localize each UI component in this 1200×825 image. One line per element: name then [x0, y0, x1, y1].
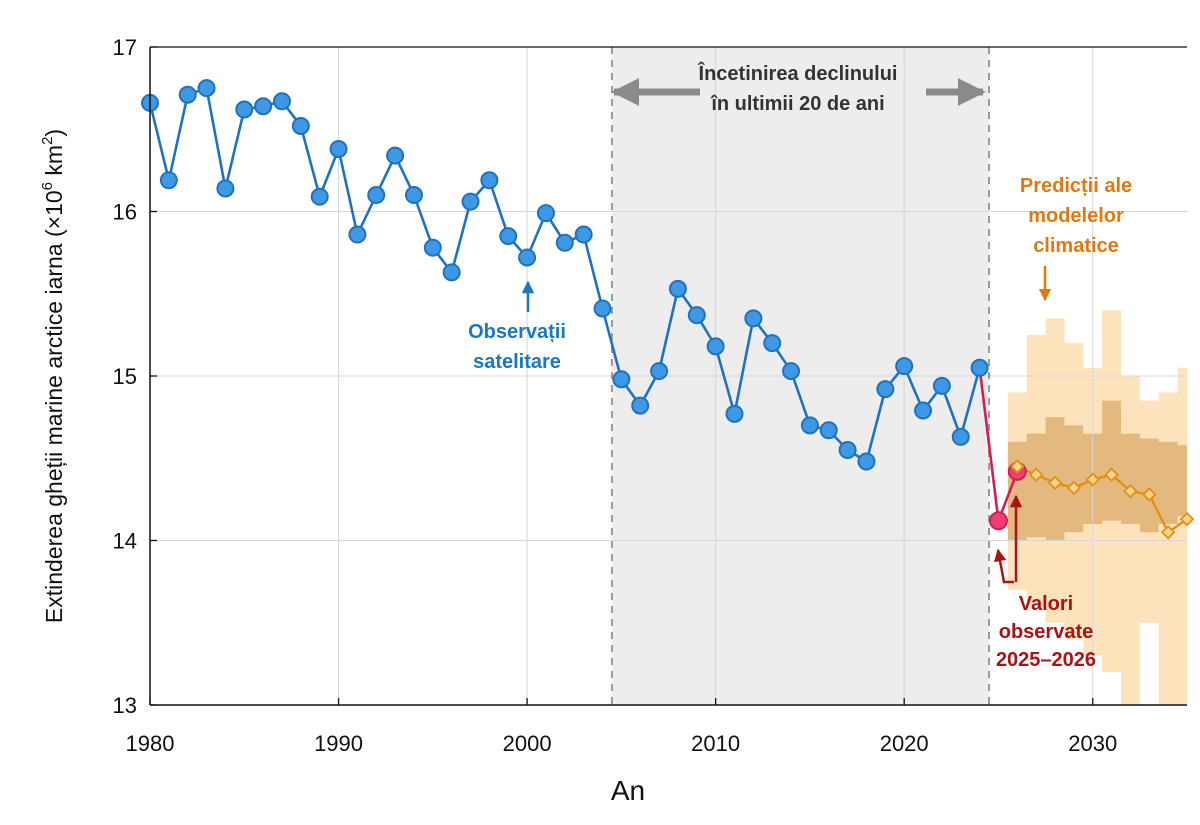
observed-point-1998 [480, 171, 499, 190]
annotation-layer [521, 78, 1052, 584]
y-axis-label-unit: km [41, 145, 67, 182]
observed-point-1995 [423, 238, 442, 257]
observed-point-1994 [404, 186, 423, 205]
observed-point-2003 [574, 225, 593, 244]
observed-point-1999 [499, 227, 518, 246]
observed-values-annotation-line3: 2025–2026 [996, 649, 1096, 671]
y-axis-label: Extinderea gheții marine arctice iarna (… [39, 129, 67, 623]
observed-point-1991 [348, 225, 367, 244]
x-tick-label-2000: 2000 [503, 731, 552, 756]
x-axis-label: An [611, 775, 645, 806]
observed-point-2012 [744, 309, 763, 328]
prediction-inner-band [1007, 400, 1187, 541]
observed-point-2015 [800, 416, 819, 435]
prediction-line [1016, 465, 1188, 534]
prediction-point-2026 [1010, 459, 1025, 474]
observed-point-1997 [461, 192, 480, 211]
prediction-point-2029 [1066, 480, 1082, 496]
observed-point-1982 [178, 85, 197, 104]
y-axis-label-close: ) [41, 129, 67, 137]
observed-point-2001 [536, 204, 555, 223]
prediction-point-2028 [1047, 475, 1063, 491]
series-layer [141, 79, 1195, 540]
observed-point-1984 [216, 179, 235, 198]
decline-annotation-line1: Încetinirea declinului [698, 61, 898, 85]
observed-point-2006 [631, 396, 650, 415]
observed-point-1981 [159, 171, 178, 190]
observed-point-1996 [442, 263, 461, 282]
x-tick-label-2020: 2020 [880, 731, 929, 756]
observed-point-1986 [254, 97, 273, 116]
observed-point-1993 [386, 146, 405, 165]
observed-point-1992 [367, 186, 386, 205]
axis-layer: 1980 1990 2000 2010 2020 2030 13 14 15 16 17 [113, 35, 1187, 756]
x-tick-label-1980: 1980 [126, 731, 175, 756]
observed-point-2022 [932, 376, 951, 395]
predictions-annotation-line1: Predicții ale [1020, 175, 1132, 197]
prediction-point-2034 [1160, 525, 1176, 540]
predictions-annotation-line3: climatice [1033, 235, 1119, 257]
observed-point-1990 [329, 139, 348, 158]
observed-point-1988 [291, 116, 310, 135]
observed-point-2019 [876, 380, 895, 399]
observed-point-2011 [725, 404, 744, 423]
observations-annotation-line2: satelitare [473, 351, 561, 373]
observed-point-2023 [951, 427, 970, 446]
x-tick-label-2010: 2010 [691, 731, 740, 756]
observed-point-2007 [650, 362, 669, 381]
y-axis-label-exp6: 6 [39, 182, 56, 190]
y-tick-label-13: 13 [113, 693, 137, 718]
prediction-point-2027 [1028, 467, 1044, 482]
observed-point-2009 [687, 306, 706, 325]
observed-point-2018 [857, 452, 876, 471]
observed-values-annotation-line2: observate [999, 621, 1094, 643]
observed-values-annotation-line1: Valori [1019, 593, 1073, 615]
y-tick-label-15: 15 [113, 364, 137, 389]
decline-annotation-line2: în ultimii 20 de ani [710, 93, 884, 115]
observed-point-2021 [914, 401, 933, 420]
prediction-point-2032 [1123, 483, 1138, 499]
observed-point-1989 [310, 187, 329, 206]
observed-point-1983 [197, 79, 216, 98]
observed-point-2017 [838, 441, 857, 460]
prediction-point-2030 [1085, 472, 1101, 487]
y-tick-label-16: 16 [113, 200, 137, 225]
x-tick-label-1990: 1990 [314, 731, 363, 756]
observed-point-2004 [593, 299, 612, 318]
y-axis-label-exp2: 2 [39, 137, 56, 145]
prediction-band-layer [1007, 310, 1187, 705]
observed-point-2002 [555, 233, 574, 252]
observed-point-2020 [895, 357, 914, 376]
observed-point-2010 [706, 337, 725, 356]
observations-annotation-line1: Observații [468, 321, 566, 343]
observed-point-2016 [819, 421, 838, 440]
observed-point-2005 [612, 370, 631, 389]
observed-values-arrow-left [993, 548, 1014, 584]
y-tick-label-17: 17 [113, 35, 137, 60]
observed-point-1987 [272, 92, 291, 111]
observed-point-2000 [518, 248, 537, 267]
prediction-point-2033 [1142, 487, 1157, 502]
observed-point-2024 [970, 358, 989, 377]
predictions-annotation-line2: modelelor [1028, 205, 1124, 227]
x-tick-label-2030: 2030 [1068, 731, 1117, 756]
observed-point-2013 [763, 334, 782, 353]
prediction-point-2035 [1179, 511, 1195, 527]
recent-point-2025 [988, 511, 1008, 531]
observed-point-2008 [668, 279, 687, 298]
y-tick-label-14: 14 [113, 529, 137, 554]
prediction-point-2031 [1104, 467, 1119, 482]
observed-point-1985 [235, 100, 254, 119]
y-axis-label-main: Extinderea gheții marine arctice iarna (… [41, 190, 67, 623]
observed-point-2014 [782, 362, 801, 381]
